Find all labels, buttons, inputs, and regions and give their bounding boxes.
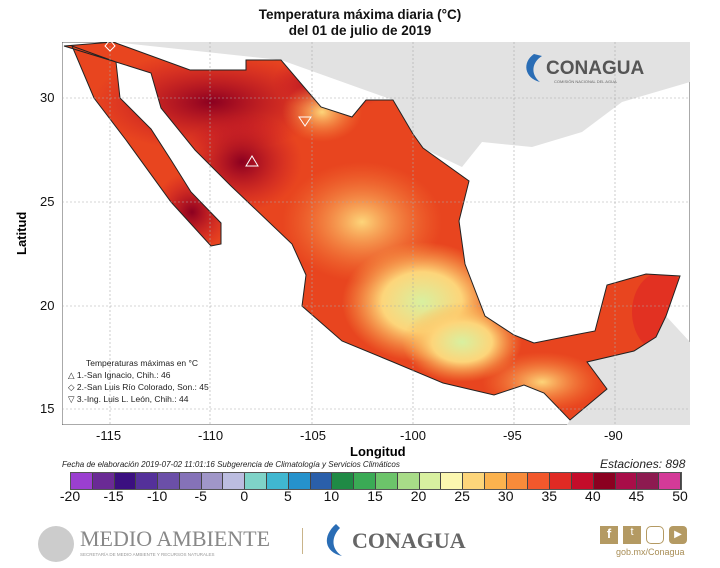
colorbar-label: -5 <box>194 488 207 504</box>
colorbar-segment <box>375 473 398 489</box>
colorbar-segment <box>310 473 333 489</box>
colorbar-label: 5 <box>283 488 292 504</box>
colorbar-label: 30 <box>497 488 514 504</box>
colorbar-segment <box>463 473 485 489</box>
colorbar <box>70 472 682 490</box>
colorbar-segment <box>136 473 159 489</box>
title-line2: del 01 de julio de 2019 <box>288 23 432 38</box>
instagram-icon[interactable] <box>646 526 664 544</box>
stations-count: Estaciones: 898 <box>600 457 686 471</box>
x-axis-label: Longitud <box>350 444 406 459</box>
x-tick: -115 <box>96 428 122 443</box>
colorbar-segment <box>223 473 246 489</box>
x-tick: -110 <box>198 428 224 443</box>
colorbar-label: 35 <box>541 488 558 504</box>
legend-label: 3.-Ing. Luis L. León, Chih.: 44 <box>76 394 189 404</box>
legend-label: 1.-San Ignacio, Chih.: 46 <box>76 370 171 380</box>
colorbar-segment <box>484 473 507 489</box>
colorbar-label: -15 <box>103 488 124 504</box>
colorbar-segment <box>571 473 594 489</box>
colorbar-segment <box>114 473 137 489</box>
svg-text:COMISIÓN NACIONAL DEL AGUA: COMISIÓN NACIONAL DEL AGUA <box>554 79 617 84</box>
x-tick: -100 <box>400 428 427 443</box>
colorbar-segment <box>71 473 93 489</box>
colorbar-label: 25 <box>454 488 470 504</box>
colorbar-segment <box>659 473 681 489</box>
station-marker-luis-leon <box>298 116 312 127</box>
colorbar-segment <box>245 473 268 489</box>
y-tick: 25 <box>40 194 55 209</box>
conagua-website-link[interactable]: gob.mx/Conagua <box>616 547 685 557</box>
y-tick: 30 <box>40 90 55 105</box>
colorbar-segment <box>288 473 311 489</box>
colorbar-label: 0 <box>240 488 249 504</box>
legend-title: Temperaturas máximas en °C <box>86 358 199 368</box>
colorbar-label: 40 <box>585 488 601 504</box>
colorbar-segment <box>332 473 355 489</box>
mexico-seal-icon <box>38 526 74 562</box>
conagua-logo: CONAGUA <box>352 528 466 553</box>
colorbar-segment <box>201 473 224 489</box>
colorbar-label: 20 <box>410 488 427 504</box>
colorbar-segment <box>593 473 616 489</box>
legend-item: △ 1.-San Ignacio, Chih.: 46 <box>68 370 171 380</box>
divider <box>302 528 303 554</box>
y-tick: 15 <box>40 401 55 416</box>
colorbar-segment <box>615 473 638 489</box>
colorbar-label: -20 <box>59 488 81 504</box>
colorbar-label: 15 <box>367 488 383 504</box>
colorbar-segment <box>506 473 529 489</box>
legend-item: ◇ 2.-San Luis Río Colorado, Son.: 45 <box>68 382 209 392</box>
x-tick: -90 <box>604 428 623 443</box>
youtube-icon[interactable]: ▶ <box>669 526 687 544</box>
station-marker-san-luis <box>104 42 116 52</box>
medio-ambiente-subtitle: SECRETARÍA DE MEDIO AMBIENTE Y RECURSOS … <box>80 552 215 557</box>
social-icons: f t ▶ <box>600 526 687 544</box>
map-title: Temperatura máxima diaria (°C) del 01 de … <box>0 7 720 39</box>
colorbar-segment <box>637 473 660 489</box>
station-legend: Temperaturas máximas en °C △ 1.-San Igna… <box>68 357 209 405</box>
x-tick: -95 <box>503 428 522 443</box>
facebook-icon[interactable]: f <box>600 526 618 544</box>
colorbar-segment <box>419 473 442 489</box>
colorbar-segment <box>92 473 115 489</box>
colorbar-segment <box>397 473 420 489</box>
station-marker-san-ignacio <box>245 155 259 167</box>
colorbar-segment <box>267 473 289 489</box>
colorbar-label: 10 <box>323 488 340 504</box>
y-axis-label: Latitud <box>14 211 29 255</box>
y-tick: 20 <box>40 298 55 313</box>
colorbar-segment <box>550 473 572 489</box>
colorbar-segment <box>158 473 180 489</box>
legend-label: 2.-San Luis Río Colorado, Son.: 45 <box>76 382 209 392</box>
colorbar-label: -10 <box>147 488 168 504</box>
colorbar-segment <box>179 473 202 489</box>
elaboration-date: Fecha de elaboración 2019-07-02 11:01:16… <box>62 460 400 469</box>
x-tick: -105 <box>300 428 327 443</box>
conagua-logo-icon <box>326 524 342 556</box>
colorbar-segment <box>354 473 376 489</box>
colorbar-label: 50 <box>672 488 688 504</box>
medio-ambiente-logo: MEDIO AMBIENTE <box>80 526 271 551</box>
colorbar-segment <box>441 473 464 489</box>
svg-text:CONAGUA: CONAGUA <box>546 58 644 79</box>
colorbar-segment <box>528 473 551 489</box>
colorbar-label: 45 <box>628 488 645 504</box>
twitter-icon[interactable]: t <box>623 526 641 544</box>
legend-item: ▽ 3.-Ing. Luis L. León, Chih.: 44 <box>68 394 189 404</box>
title-line1: Temperatura máxima diaria (°C) <box>258 7 462 22</box>
